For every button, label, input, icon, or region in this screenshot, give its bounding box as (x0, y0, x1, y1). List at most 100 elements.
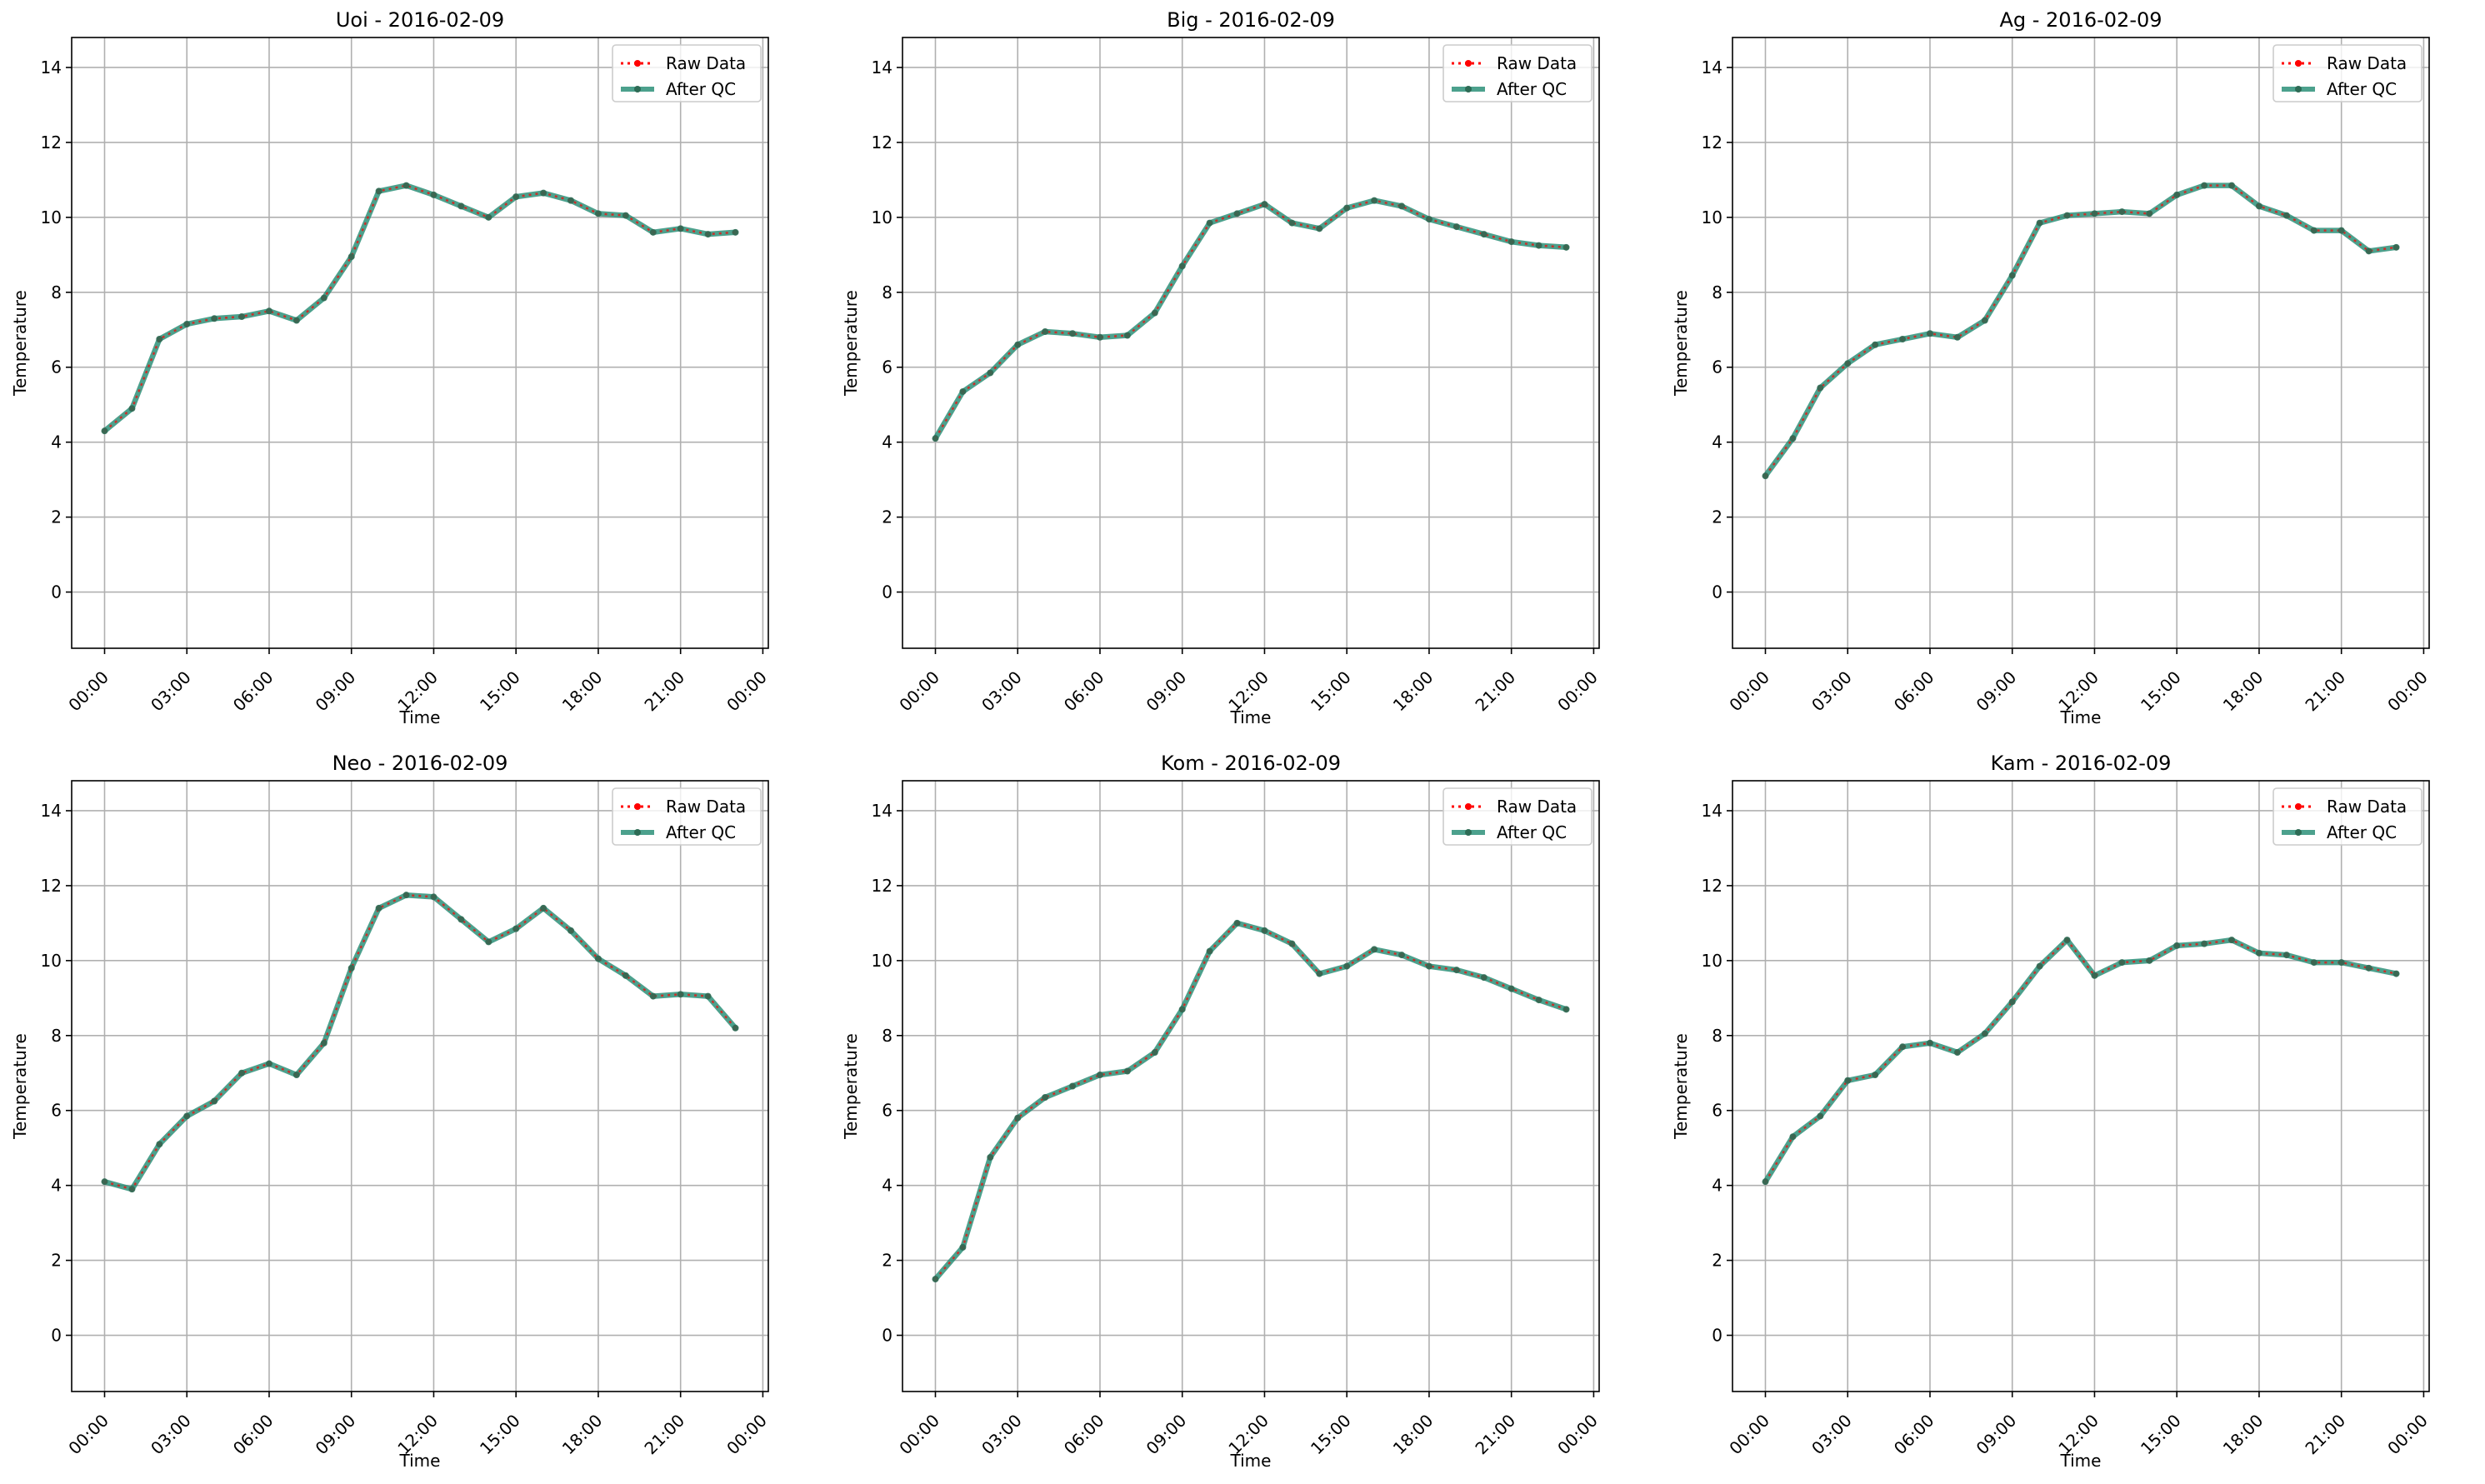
legend: Raw Data After QC (612, 44, 762, 102)
x-tick-label: 18:00 (1389, 1411, 1438, 1459)
after-qc-point (1953, 333, 1961, 341)
x-tick-label: 00:00 (895, 1411, 943, 1459)
after-qc-point (458, 916, 465, 923)
x-tick-label: 21:00 (640, 1411, 688, 1459)
x-tick-label: 00:00 (722, 667, 771, 716)
raw-data-line (934, 922, 1567, 1280)
after-qc-point (1316, 225, 1323, 232)
x-axis-label: Time (1230, 707, 1272, 727)
after-qc-point (1899, 1043, 1907, 1051)
after-qc-point (512, 925, 520, 932)
legend-qc-marker (1465, 829, 1472, 836)
y-tick-label: 0 (882, 582, 892, 602)
legend-raw-marker (2295, 803, 2302, 810)
after-qc-point (2282, 212, 2290, 219)
y-tick-label: 2 (1712, 1251, 1722, 1271)
after-qc-point (2365, 964, 2372, 972)
y-axis-label: Temperature (10, 290, 30, 397)
y-tick-label: 0 (1712, 1326, 1722, 1346)
after-qc-point (959, 1243, 967, 1251)
y-axis-label: Temperature (1671, 290, 1691, 397)
x-tick-label: 03:00 (147, 1411, 195, 1459)
legend-raw-marker (2295, 60, 2302, 67)
after-qc-point (1096, 1072, 1103, 1079)
legend-qc-marker (1465, 86, 1472, 92)
after-qc-point (932, 1276, 939, 1283)
after-qc-point (1789, 435, 1797, 442)
x-tick-label: 06:00 (229, 1411, 278, 1459)
y-tick-label: 4 (51, 1176, 62, 1196)
after-qc-point (677, 225, 684, 232)
after-qc-point (211, 315, 218, 322)
raw-data-line (1764, 938, 2397, 1182)
after-qc-point (649, 228, 657, 236)
axes-frame (71, 780, 769, 1392)
y-tick-label: 8 (1712, 1026, 1722, 1046)
after-qc-point (594, 955, 602, 962)
y-tick-label: 8 (882, 282, 892, 302)
legend-raw-marker (1465, 60, 1472, 67)
after-qc-point (1233, 919, 1241, 927)
after-qc-point (2118, 959, 2126, 967)
after-qc-point (265, 307, 272, 315)
after-qc-point (2365, 247, 2372, 255)
axes-frame (1732, 37, 2430, 649)
after-qc-point (430, 191, 438, 198)
after-qc-point (1762, 1178, 1769, 1186)
axes-frame (902, 37, 1600, 649)
legend-qc-marker (2295, 86, 2302, 92)
after-qc-point (2146, 957, 2153, 964)
after-qc-point (2255, 949, 2262, 957)
legend-qc-label: After QC (666, 79, 736, 99)
after-qc-point (568, 197, 575, 204)
subplot: 00:00 03:00 06:00 09:00 12:00 15:00 18:00 21:00… (1671, 8, 2432, 727)
after-qc-point (1288, 940, 1296, 947)
after-qc-point (1425, 216, 1432, 223)
x-tick-label: 06:00 (1890, 1411, 1938, 1459)
x-tick-label: 21:00 (1471, 667, 1519, 716)
after-qc-point (1014, 1114, 1022, 1122)
y-tick-label: 12 (1702, 132, 1722, 152)
after-qc-point (1899, 336, 1907, 343)
y-tick-label: 10 (41, 951, 62, 971)
after-qc-point (1981, 1030, 1988, 1037)
y-tick-label: 6 (51, 357, 62, 377)
x-axis-label: Time (399, 707, 441, 727)
legend-raw-label: Raw Data (2327, 53, 2407, 73)
raw-data-line (1764, 184, 2397, 477)
after-qc-point (211, 1097, 218, 1105)
y-axis-label: Temperature (1671, 1033, 1691, 1140)
x-tick-label: 18:00 (558, 1411, 607, 1459)
after-qc-point (402, 892, 410, 899)
x-tick-label: 18:00 (2219, 1411, 2268, 1459)
after-qc-point (1535, 242, 1542, 249)
y-tick-label: 10 (872, 951, 892, 971)
x-axis-label: Time (399, 1451, 441, 1471)
legend: Raw Data After QC (612, 787, 762, 846)
after-qc-point (540, 904, 548, 912)
after-qc-point (1151, 1049, 1158, 1057)
x-tick-label: 15:00 (2137, 1411, 2185, 1459)
after-qc-point (2173, 191, 2181, 198)
y-axis-label: Temperature (841, 290, 861, 397)
x-axis-label: Time (2060, 707, 2102, 727)
after-qc-point (2255, 202, 2262, 210)
after-qc-point (238, 1069, 246, 1077)
after-qc-point (375, 904, 382, 912)
after-qc-point (649, 992, 657, 1000)
after-qc-point (292, 1072, 300, 1079)
after-qc-point (1398, 202, 1406, 210)
after-qc-point (2008, 998, 2016, 1006)
after-qc-point (1261, 927, 1268, 934)
y-tick-label: 4 (51, 432, 62, 452)
legend-qc-label: After QC (2327, 79, 2397, 99)
after-qc-point (2228, 182, 2236, 189)
legend-raw-label: Raw Data (666, 53, 746, 73)
after-qc-point (156, 1141, 163, 1148)
axes-frame (71, 37, 769, 649)
y-tick-label: 0 (1712, 582, 1722, 602)
after-qc-point (292, 317, 300, 324)
legend-raw-label: Raw Data (1497, 797, 1577, 817)
after-qc-point (1288, 219, 1296, 227)
